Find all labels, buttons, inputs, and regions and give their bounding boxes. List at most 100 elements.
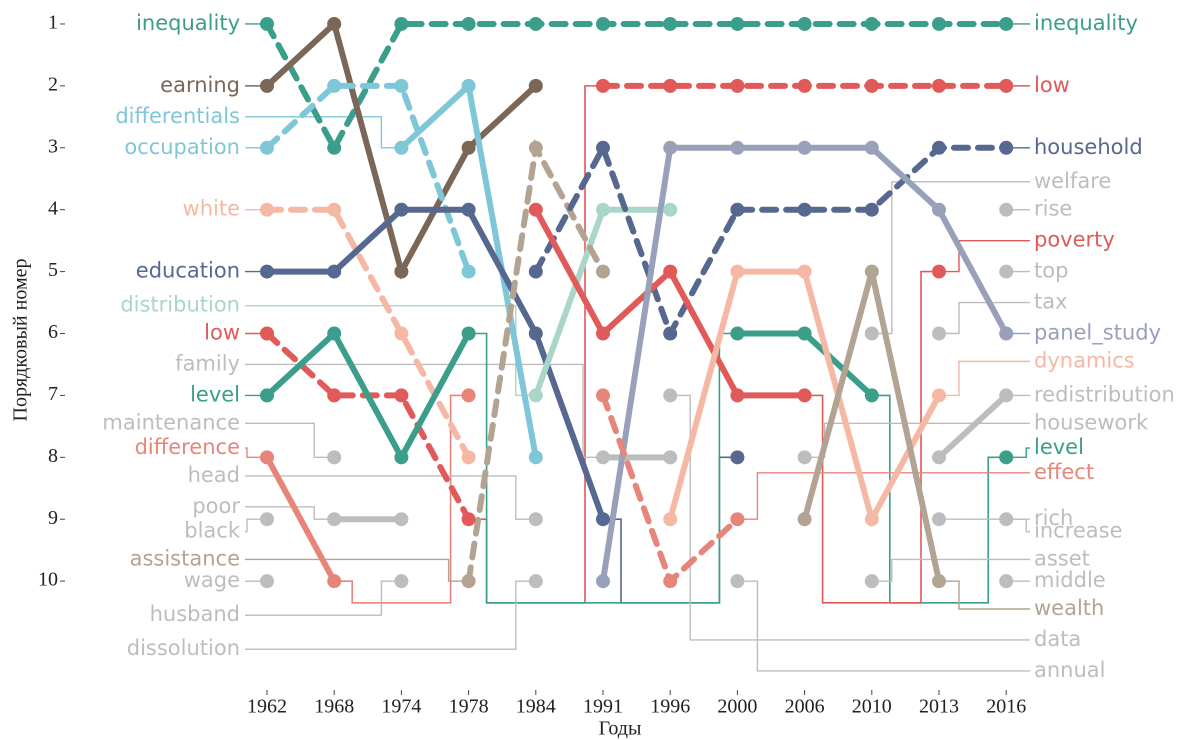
connector [804,270,939,604]
leader [871,558,1030,582]
point [394,450,409,465]
point [528,326,543,341]
label-right: middle [1034,568,1106,592]
label-left: difference [135,435,240,459]
connector [871,394,1007,604]
point [596,326,610,341]
point [730,388,745,403]
label-left: family [175,351,240,375]
series-line [264,82,472,275]
series-line [936,392,1010,461]
point [528,388,543,403]
leader [245,558,469,582]
point [797,450,812,465]
y-tick-label: 4 [48,197,58,219]
point [394,202,409,217]
y-tick-label: 1 [48,12,58,34]
point [327,450,342,465]
point [663,202,678,217]
point [260,16,274,31]
leader [737,580,1030,672]
point [932,264,946,279]
x-tick-label: 2006 [785,696,825,718]
point [327,78,342,93]
point [864,202,879,217]
label-left: education [136,259,240,283]
label-right: asset [1034,546,1090,570]
point [596,78,610,93]
y-tick-label: 5 [48,259,58,281]
label-left: occupation [124,135,240,159]
point [260,140,274,155]
point [260,450,274,465]
y-tick-label: 9 [48,507,58,529]
point [999,326,1014,341]
leader [1006,447,1030,459]
point [797,326,812,341]
point [596,140,610,155]
point [932,326,946,341]
series-line [264,328,472,464]
label-right: household [1034,135,1143,159]
point [596,512,610,527]
point [260,574,274,589]
x-tick-label: 2000 [717,696,757,718]
x-tick-label: 1962 [247,696,287,718]
point [394,326,409,341]
label-right: housework [1034,410,1149,434]
label-right: welfare [1034,169,1111,193]
leader [1006,518,1030,533]
y-tick-label: 10 [38,569,58,591]
leader [939,239,1030,273]
point [461,202,476,217]
point [528,202,543,217]
label-left: inequality [136,11,240,35]
point [999,512,1014,527]
point [864,388,879,403]
y-axis-title: Порядковый номер [10,259,32,422]
point [327,264,342,279]
point [461,388,476,403]
point [730,264,745,279]
x-axis-title: Годы [599,718,642,740]
series-line [264,454,338,585]
leader [245,363,603,459]
point [461,140,476,155]
label-right: level [1034,435,1084,459]
point [394,140,409,155]
connector [334,394,469,604]
label-left: distribution [120,293,240,317]
y-tick-label: 6 [48,321,58,343]
leader [939,360,1030,397]
point [797,512,812,527]
label-left: wage [184,568,240,592]
label-right: rich [1034,506,1073,530]
point [932,140,946,155]
point [932,388,946,403]
leader [245,116,402,149]
point [327,140,342,155]
point [932,78,946,93]
leader [245,506,335,520]
point [864,16,879,31]
leader [245,518,267,533]
series-line [264,206,472,461]
point [327,512,342,527]
point [663,388,678,403]
point [327,16,342,31]
label-left: maintenance [102,410,240,434]
point [730,78,745,93]
point [932,512,946,527]
label-right: tax [1034,290,1068,314]
label-right: effect [1034,460,1094,484]
point [999,78,1014,93]
point [596,264,610,279]
label-right: dynamics [1034,348,1135,372]
leader [245,447,267,459]
x-tick-label: 1974 [381,696,421,718]
leader [245,580,536,650]
point [528,574,543,589]
point [730,450,745,465]
label-left: poor [192,494,240,518]
x-tick-label: 2016 [986,696,1026,718]
